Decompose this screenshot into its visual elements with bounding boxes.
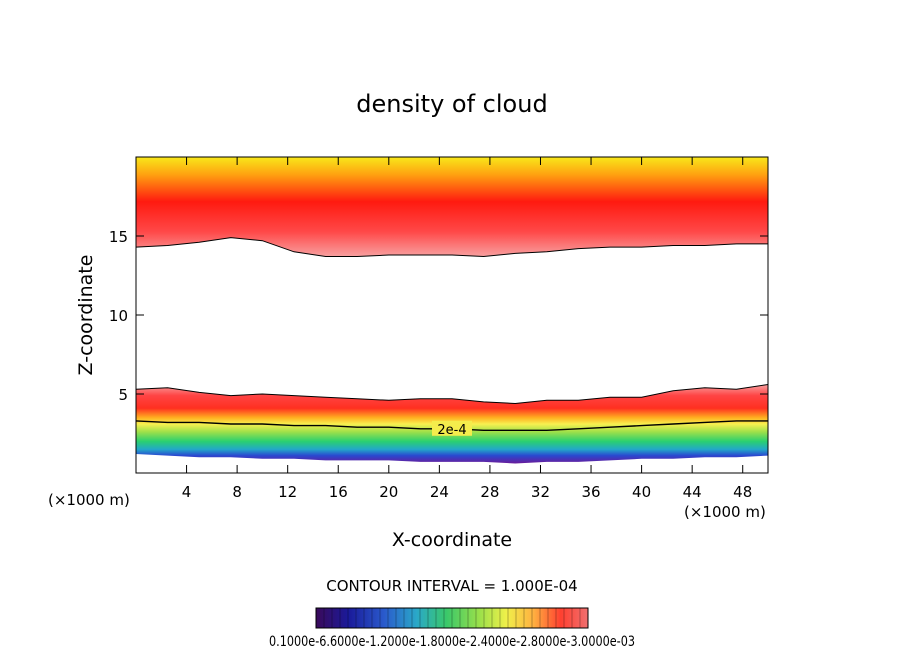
x-tick-label: 48	[733, 483, 752, 501]
y-axis-ticks: 5 10 15	[109, 228, 768, 404]
x-tick-label: 36	[581, 483, 600, 501]
y-tick-label: 10	[109, 307, 128, 325]
colorbar-labels: 0.1000e-6.6000e-1.2000e-1.8000e-2.4000e-…	[269, 634, 635, 650]
x-tick-label: 28	[480, 483, 499, 501]
contour-label: 2e-4	[437, 423, 466, 438]
x-tick-label: 12	[278, 483, 297, 501]
x-axis-ticks: 4 8 12 16 20 24 28 32 36 40 44 48	[182, 157, 752, 501]
x-tick-label: 16	[329, 483, 348, 501]
contour-interval-text: CONTOUR INTERVAL = 1.000E-04	[326, 577, 577, 595]
colorbar-divisions	[323, 608, 581, 628]
x-tick-label: 32	[531, 483, 550, 501]
x-axis-label: X-coordinate	[392, 529, 512, 551]
y-tick-label: 5	[118, 386, 128, 404]
lower-layer-top-contour	[136, 384, 768, 405]
x-unit-label: (×1000 m)	[684, 503, 766, 521]
y-unit-label: (×1000 m)	[48, 491, 130, 509]
upper-layer-contour	[136, 237, 768, 258]
chart-title: density of cloud	[356, 90, 547, 118]
x-tick-label: 24	[430, 483, 449, 501]
upper-cloud-layer	[136, 157, 768, 257]
x-tick-label: 4	[182, 483, 192, 501]
x-tick-label: 8	[232, 483, 242, 501]
y-axis-label: Z-coordinate	[75, 255, 97, 376]
plot-area: 2e-4	[136, 157, 768, 464]
contour-label-background	[432, 420, 472, 436]
colorbar	[315, 607, 589, 629]
x-tick-label: 44	[683, 483, 702, 501]
y-tick-label: 15	[109, 228, 128, 246]
x-tick-label: 20	[379, 483, 398, 501]
x-tick-label: 40	[632, 483, 651, 501]
